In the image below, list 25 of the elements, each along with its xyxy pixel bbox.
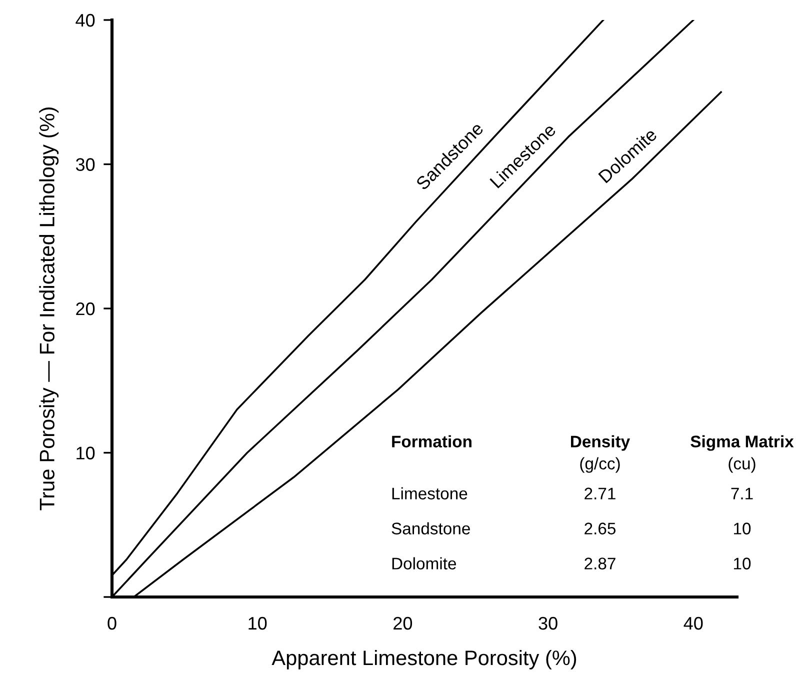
y-tick-label: 30 [76, 158, 95, 171]
y-axis-title: True Porosity — For Indicated Lithology (%) [39, 108, 59, 510]
annotation: Sigma Matrix [690, 435, 794, 451]
x-tick-label: 20 [394, 616, 412, 630]
annotation: Formation [392, 435, 472, 448]
annotation: (g/cc) [580, 457, 620, 473]
annotation: Limestone [392, 487, 468, 500]
annotation: 7.1 [731, 488, 753, 500]
x-tick-label: 10 [248, 616, 267, 630]
annotation: (cu) [728, 457, 756, 473]
annotation: 2.65 [584, 522, 616, 534]
annotation: 2.71 [584, 488, 616, 500]
y-tick-label: 40 [76, 14, 95, 27]
y-tick-label: 20 [76, 302, 95, 316]
x-axis-title: Apparent Limestone Porosity (%) [272, 650, 576, 670]
y-tick-label: 10 [76, 446, 95, 460]
x-tick-label: 40 [684, 616, 703, 630]
annotation: 10 [734, 558, 751, 570]
x-tick-label: 0 [108, 616, 116, 630]
annotation: 2.87 [584, 558, 616, 570]
annotation: Density [571, 435, 630, 451]
annotation: Sandstone [392, 522, 470, 534]
x-tick-label: 30 [538, 616, 558, 630]
annotation: 10 [734, 522, 751, 534]
annotation: Dolomite [392, 557, 456, 570]
